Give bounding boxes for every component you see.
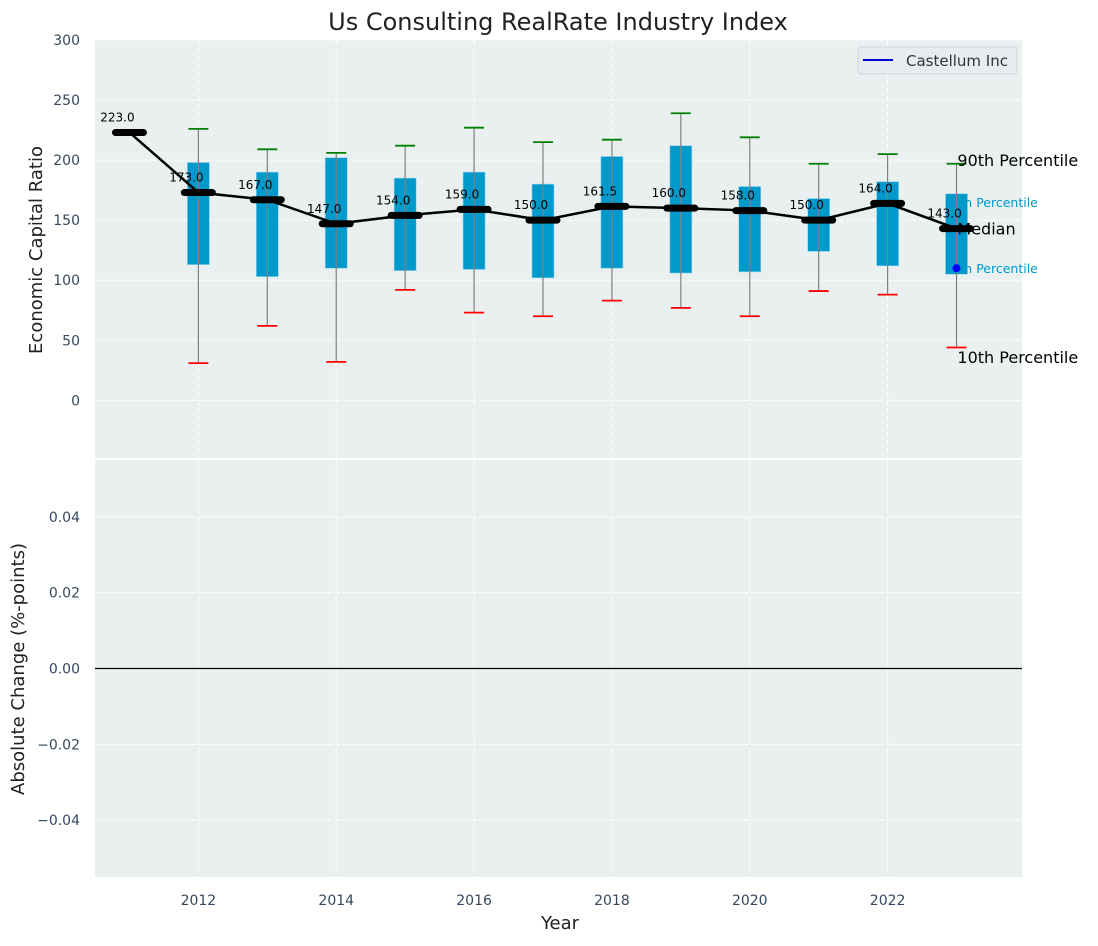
bottom-y-tick-label: −0.02 xyxy=(37,737,80,753)
bottom-y-ticks: −0.04 −0.02 0.00 0.02 0.04 xyxy=(37,510,80,829)
percentile-annotations: 90th Percentile th Percentile Median th Per… xyxy=(957,151,1078,367)
box-2023 xyxy=(945,162,968,349)
x-tick-label: 2016 xyxy=(456,893,492,909)
x-tick-label: 2018 xyxy=(594,893,630,909)
top-y-tick-label: 100 xyxy=(53,273,80,289)
annotation-label: 90th Percentile xyxy=(957,151,1078,170)
x-tick-label: 2012 xyxy=(181,893,217,909)
median-data-label: 161.5 xyxy=(583,184,617,198)
top-y-tick-label: 50 xyxy=(62,333,80,349)
median-data-label: 223.0 xyxy=(100,110,134,124)
legend-label: Castellum Inc xyxy=(906,52,1008,70)
median-data-label: 159.0 xyxy=(445,187,479,201)
bottom-y-tick-label: 0.02 xyxy=(49,586,80,602)
box-2014 xyxy=(324,152,348,363)
top-y-tick-label: 250 xyxy=(53,93,80,109)
box-2018 xyxy=(600,138,624,302)
bottom-panel: −0.04−0.020.000.020.04 2012 2014 2016 2018 2… xyxy=(8,460,1022,934)
x-tick-label: 2020 xyxy=(732,893,768,909)
panel-separator xyxy=(95,458,1022,460)
company-series xyxy=(952,264,961,273)
annotation-label: 10th Percentile xyxy=(957,348,1078,367)
bottom-y-tick-label: −0.04 xyxy=(37,813,80,829)
median-data-label: 154.0 xyxy=(376,193,410,207)
x-axis-label: Year xyxy=(540,913,580,934)
legend-box xyxy=(857,46,1018,75)
box-2016 xyxy=(462,126,486,314)
median-data-label: 147.0 xyxy=(307,202,341,216)
bottom-y-tick-label: 0.04 xyxy=(49,510,80,526)
median-data-label: 158.0 xyxy=(721,189,755,203)
median-data-label: 150.0 xyxy=(514,198,548,212)
top-y-tick-label: 0 xyxy=(71,393,80,409)
company-point xyxy=(952,264,961,273)
median-data-label: 150.0 xyxy=(790,198,824,212)
bottom-y-tick-label: 0.00 xyxy=(49,662,80,678)
box-2021 xyxy=(807,162,830,292)
median-data-label: 160.0 xyxy=(652,186,686,200)
median-data-label: 164.0 xyxy=(858,181,892,195)
box-2017 xyxy=(531,141,555,318)
median-series: 223.0 173.0 167.0 147.0 154.0 159.0 150.0 161.5… xyxy=(100,110,975,233)
median-data-label: 173.0 xyxy=(169,171,203,185)
annotation-label: Median xyxy=(957,220,1015,239)
bottom-x-ticks: 2012 2014 2016 2018 2020 2022 xyxy=(181,893,906,909)
top-plot-area xyxy=(95,40,1022,458)
legend: Castellum Inc xyxy=(857,46,1018,75)
x-tick-label: 2014 xyxy=(318,893,354,909)
top-y-tick-label: 150 xyxy=(53,213,80,229)
top-y-tick-label: 300 xyxy=(53,33,80,49)
top-panel: 0 50 100 150 200 250 300 Economic Capital Rati… xyxy=(26,33,1078,458)
x-tick-label: 2022 xyxy=(870,893,906,909)
chart-title: Us Consulting RealRate Industry Index xyxy=(328,8,788,36)
annotation-label: th Percentile xyxy=(959,261,1038,276)
top-y-tick-label: 200 xyxy=(53,153,80,169)
median-data-label: 143.0 xyxy=(927,207,961,221)
annotation-label: th Percentile xyxy=(959,195,1038,210)
top-y-axis-label: Economic Capital Ratio xyxy=(26,146,47,354)
bottom-y-axis-label: Absolute Change (%-points) xyxy=(8,543,29,795)
top-y-ticks: 0 50 100 150 200 250 300 xyxy=(53,33,80,409)
median-data-label: 167.0 xyxy=(238,178,272,192)
